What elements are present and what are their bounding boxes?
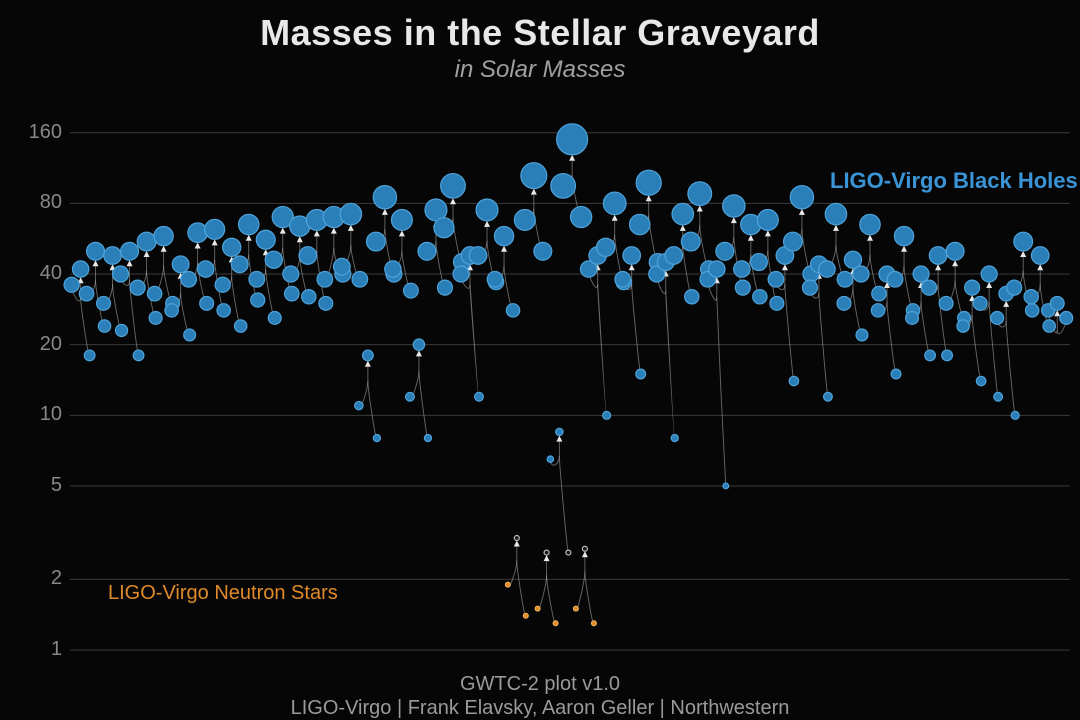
chart-container: Masses in the Stellar Graveyard in Solar…	[0, 0, 1080, 720]
plot-svg	[0, 0, 1080, 720]
legend-neutron-stars: LIGO-Virgo Neutron Stars	[108, 582, 338, 605]
credit-line-1: GWTC-2 plot v1.0	[0, 673, 1080, 696]
y-tick-label: 40	[12, 262, 62, 285]
y-tick-label: 10	[12, 403, 62, 426]
y-tick-label: 2	[12, 567, 62, 590]
y-tick-label: 160	[12, 121, 62, 144]
legend-black-holes: LIGO-Virgo Black Holes	[830, 168, 1078, 194]
y-tick-label: 5	[12, 474, 62, 497]
y-tick-label: 80	[12, 191, 62, 214]
y-tick-label: 20	[12, 333, 62, 356]
y-tick-label: 1	[12, 638, 62, 661]
credit-line-2: LIGO-Virgo | Frank Elavsky, Aaron Geller…	[0, 697, 1080, 720]
